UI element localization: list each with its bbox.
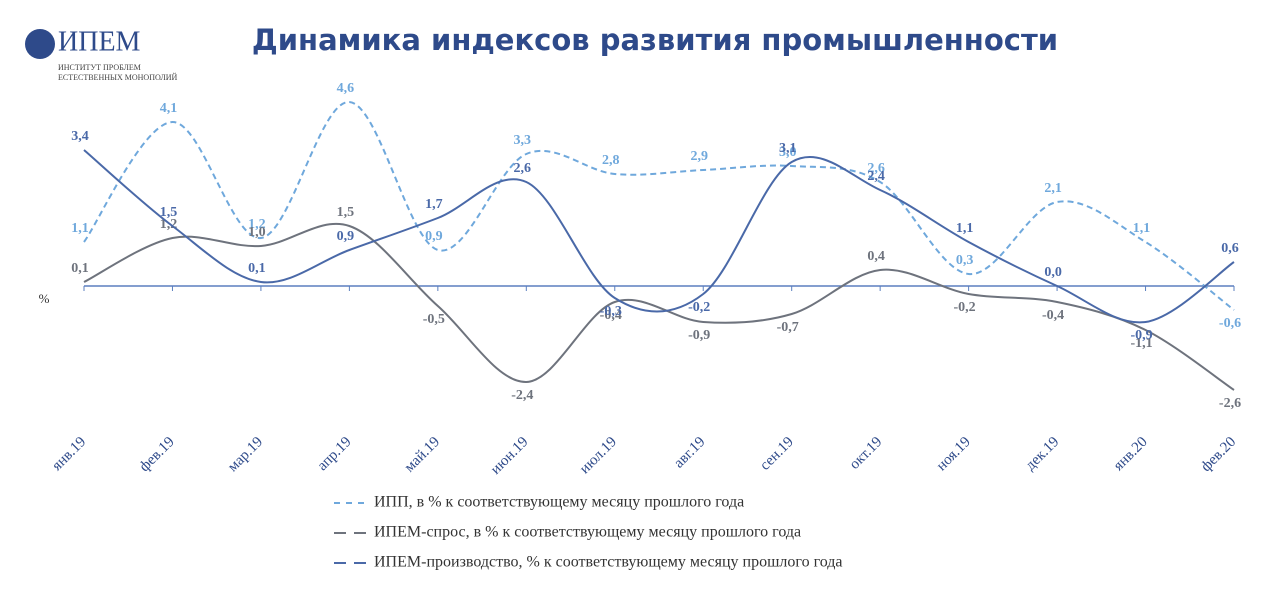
series-line xyxy=(83,149,1235,324)
data-label: 1,2 xyxy=(248,217,266,232)
data-label: -0,4 xyxy=(600,308,622,323)
x-tick-label: дек.19 xyxy=(1023,434,1063,474)
data-label: 0,3 xyxy=(956,253,974,268)
legend-label: ИПП, в % к соответствующему месяцу прошл… xyxy=(374,494,744,511)
x-tick-label: май.19 xyxy=(402,434,444,476)
data-label: -0,6 xyxy=(1219,316,1241,331)
data-label: 4,1 xyxy=(160,101,178,116)
data-label: 1,7 xyxy=(425,197,443,212)
logo: ИПЕМ ИНСТИТУТ ПРОБЛЕМ ЕСТЕСТВЕННЫХ МОНОП… xyxy=(25,26,178,82)
data-label: 1,5 xyxy=(160,205,178,220)
data-label: -0,9 xyxy=(688,328,710,343)
data-label: 0,4 xyxy=(867,249,885,264)
logo-name: ИПЕМ xyxy=(58,26,141,57)
x-tick-label: июн.19 xyxy=(488,434,532,478)
data-label: 1,5 xyxy=(337,205,355,220)
data-label: -0,3 xyxy=(600,304,622,319)
x-tick-label: июл.19 xyxy=(577,434,620,477)
data-label: -0,2 xyxy=(688,300,710,315)
data-label: 0,0 xyxy=(1044,265,1062,280)
x-tick-label: окт.19 xyxy=(847,434,886,473)
data-label: -1,1 xyxy=(1130,336,1152,351)
data-label: 2,1 xyxy=(1044,181,1062,196)
x-tick-label: мар.19 xyxy=(225,434,266,475)
data-label: 3,0 xyxy=(779,145,797,160)
data-label: 1,1 xyxy=(71,221,89,236)
data-label: 4,6 xyxy=(337,81,355,96)
logo-subtitle: ИНСТИТУТ ПРОБЛЕМ xyxy=(58,63,141,72)
x-tick-label: фев.19 xyxy=(137,434,178,475)
data-label: 2,6 xyxy=(514,161,532,176)
series-line xyxy=(83,222,1235,391)
data-label: 2,8 xyxy=(602,153,620,168)
logo-subtitle: ЕСТЕСТВЕННЫХ МОНОПОЛИЙ xyxy=(58,73,178,82)
series-line xyxy=(83,100,1235,311)
data-label: -0,4 xyxy=(1042,308,1064,323)
data-label: 0,1 xyxy=(248,261,266,276)
data-label: 3,4 xyxy=(71,129,89,144)
legend-label: ИПЕМ-спрос, в % к соответствующему месяц… xyxy=(374,524,801,541)
y-axis-label: % xyxy=(39,291,50,306)
x-tick-label: апр.19 xyxy=(315,434,355,474)
data-label: -0,5 xyxy=(423,312,445,327)
x-tick-label: ноя.19 xyxy=(934,434,974,474)
data-label: 0,9 xyxy=(425,229,443,244)
chart-title: Динамика индексов развития промышленност… xyxy=(252,23,1058,57)
legend-label: ИПЕМ-производство, % к соответствующему … xyxy=(374,554,843,571)
data-label: 0,1 xyxy=(71,261,89,276)
x-tick-label: фев.20 xyxy=(1198,434,1239,475)
data-label: -0,2 xyxy=(954,300,976,315)
data-label: 1,1 xyxy=(1133,221,1151,236)
data-label: -0,9 xyxy=(1130,328,1152,343)
data-label: 3,1 xyxy=(779,141,797,156)
data-label: 1,2 xyxy=(160,217,178,232)
data-label: 1,0 xyxy=(248,225,266,240)
data-label: 0,6 xyxy=(1221,241,1239,256)
data-label: 2,9 xyxy=(690,149,708,164)
data-label: 2,4 xyxy=(867,169,885,184)
data-label: 0,9 xyxy=(337,229,355,244)
data-label: 1,1 xyxy=(956,221,974,236)
x-tick-label: янв.20 xyxy=(1111,434,1151,474)
data-label: -2,6 xyxy=(1219,396,1241,411)
data-label: -2,4 xyxy=(511,388,533,403)
x-tick-label: сен.19 xyxy=(757,434,797,474)
data-label: 3,3 xyxy=(514,133,532,148)
x-tick-label: авг.19 xyxy=(671,434,708,471)
data-label: 2,6 xyxy=(867,161,885,176)
data-label: -0,7 xyxy=(777,320,799,335)
logo-icon xyxy=(25,29,55,59)
x-tick-label: янв.19 xyxy=(49,434,89,474)
